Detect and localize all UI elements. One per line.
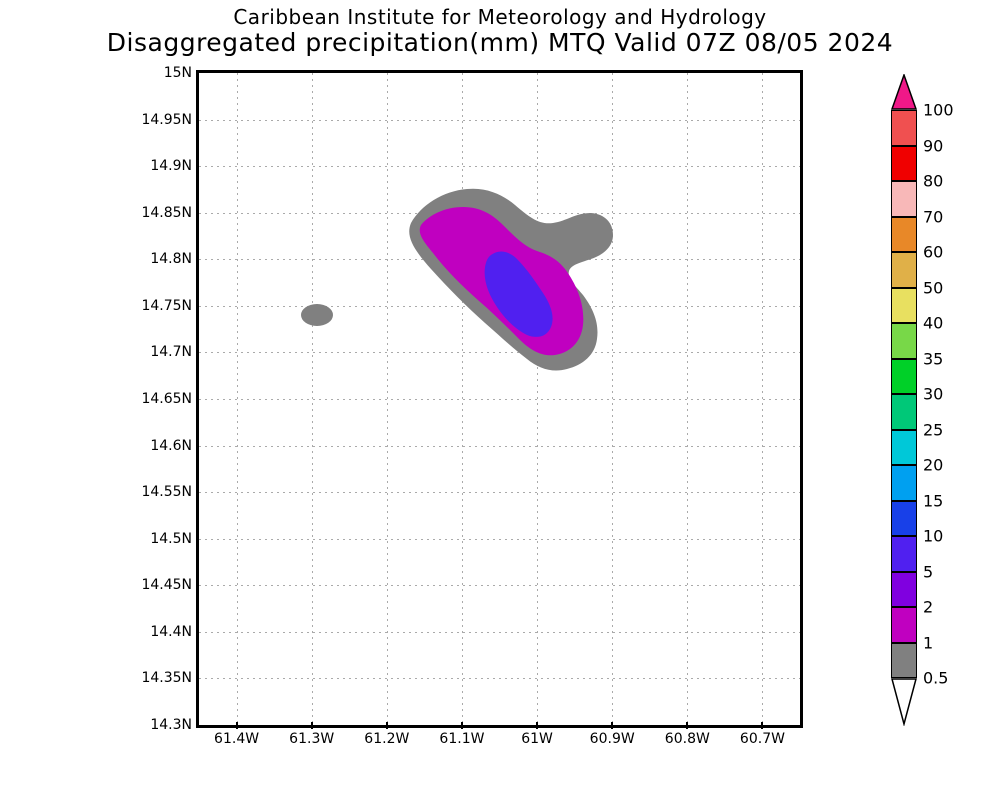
x-axis-tick-label: 61.4W bbox=[214, 731, 260, 747]
colorbar-band bbox=[891, 394, 917, 430]
y-axis-tick-label: 14.4N bbox=[150, 623, 192, 640]
gridline-vertical-61W bbox=[537, 73, 539, 725]
colorbar-tick-label: 1 bbox=[923, 633, 934, 652]
gridline-vertical-61.2W bbox=[386, 73, 388, 725]
y-axis-tick-label: 14.95N bbox=[141, 111, 192, 128]
y-axis-tick-label: 14.3N bbox=[150, 717, 192, 733]
gridline-vertical-61.4W bbox=[236, 73, 238, 725]
x-axis-tick-mark bbox=[310, 722, 313, 729]
y-axis-tick-label: 14.55N bbox=[141, 484, 192, 501]
colorbar-band bbox=[891, 110, 917, 146]
gridline-horizontal-14.55N bbox=[199, 492, 800, 494]
x-axis-tick-label: 61.2W bbox=[364, 731, 410, 747]
y-axis-tick-label: 14.65N bbox=[141, 391, 192, 407]
gridline-horizontal-14.9N bbox=[199, 166, 800, 168]
colorbar-over-arrow bbox=[891, 74, 917, 110]
precip-contour-0.5-1-secondary bbox=[301, 304, 333, 326]
colorbar-tick-label: 90 bbox=[923, 136, 944, 155]
colorbar-band bbox=[891, 642, 917, 678]
x-axis-tick-mark bbox=[761, 722, 764, 729]
x-axis-tickmarks bbox=[196, 722, 803, 730]
map-plot-area bbox=[196, 70, 803, 728]
colorbar-tick-label: 10 bbox=[923, 526, 944, 546]
colorbar-tick-label: 5 bbox=[923, 562, 934, 581]
x-axis-tick-label: 61.3W bbox=[289, 731, 335, 747]
colorbar-band bbox=[891, 145, 917, 181]
colorbar-band bbox=[891, 216, 917, 252]
colorbar-band bbox=[891, 358, 917, 394]
x-axis-tick-mark bbox=[536, 722, 539, 729]
gridline-vertical-61.1W bbox=[461, 73, 463, 725]
x-axis-tick-label: 60.8W bbox=[664, 731, 710, 747]
y-axis-tick-label: 15N bbox=[163, 65, 192, 81]
colorbar-under-arrow bbox=[891, 678, 917, 726]
colorbar-band bbox=[891, 429, 917, 465]
gridline-horizontal-14.5N bbox=[199, 538, 800, 540]
gridline-vertical-60.8W bbox=[687, 73, 689, 725]
colorbar-tick-label: 100 bbox=[923, 100, 954, 120]
colorbar-band bbox=[891, 181, 917, 217]
gridline-horizontal-14.35N bbox=[199, 678, 800, 680]
colorbar-tick-label: 0.5 bbox=[923, 668, 949, 688]
colorbar-tick-label: 60 bbox=[923, 242, 944, 262]
x-axis-tick-mark bbox=[235, 722, 238, 729]
x-axis-tick-label: 61.1W bbox=[439, 731, 485, 747]
x-axis-tick-mark bbox=[686, 722, 689, 729]
gridline-horizontal-14.7N bbox=[199, 352, 800, 354]
gridline-horizontal-14.95N bbox=[199, 119, 800, 121]
colorbar-tick-label: 70 bbox=[923, 207, 944, 226]
colorbar-band bbox=[891, 536, 917, 572]
colorbar-band bbox=[891, 571, 917, 607]
gridline-vertical-60.9W bbox=[612, 73, 614, 725]
colorbar-band bbox=[891, 607, 917, 643]
y-axis-tick-label: 14.5N bbox=[150, 530, 192, 547]
y-axis-tick-label: 14.8N bbox=[150, 251, 192, 268]
x-axis-tick-mark bbox=[611, 722, 614, 729]
y-axis-tick-label: 14.75N bbox=[141, 297, 192, 314]
y-axis-tick-label: 14.6N bbox=[150, 437, 192, 454]
gridline-horizontal-14.6N bbox=[199, 445, 800, 447]
y-axis-tick-label: 14.45N bbox=[141, 577, 192, 594]
page-title: Disaggregated precipitation(mm) MTQ Vali… bbox=[106, 28, 894, 57]
gridline-vertical-60.7W bbox=[762, 73, 764, 725]
colorbar-tick-label: 25 bbox=[923, 420, 944, 439]
gridline-horizontal-14.4N bbox=[199, 631, 800, 633]
map-canvas bbox=[199, 73, 800, 725]
colorbar-band bbox=[891, 500, 917, 536]
x-axis-tick-label: 60.9W bbox=[589, 731, 635, 747]
colorbar-tick-label: 30 bbox=[923, 384, 944, 404]
x-axis-tick-mark bbox=[385, 722, 388, 729]
colorbar-tick-label: 15 bbox=[923, 491, 944, 510]
y-axis-labels: 15N 14.95N 14.9N 14.85N 14.8N 14.75N 14.7N 14.6… bbox=[96, 65, 192, 733]
colorbar-band bbox=[891, 287, 917, 323]
y-axis-tick-label: 14.35N bbox=[141, 670, 192, 687]
x-axis-labels: 61.4W 61.3W 61.2W 61.1W 61W 60.9W 60.8W 60.7W bbox=[196, 731, 803, 755]
colorbar-tick-label: 2 bbox=[923, 597, 934, 617]
y-axis-tick-label: 14.9N bbox=[150, 158, 192, 175]
colorbar-tick-label: 40 bbox=[923, 313, 944, 333]
x-axis-tick-mark bbox=[460, 722, 463, 729]
gridline-horizontal-14.45N bbox=[199, 585, 800, 587]
y-axis-tick-label: 14.7N bbox=[150, 344, 192, 361]
gridline-horizontal-14.65N bbox=[199, 399, 800, 400]
colorbar-tick-label: 80 bbox=[923, 171, 944, 191]
gridline-vertical-61.3W bbox=[311, 73, 313, 725]
colorbar-tick-label: 50 bbox=[923, 278, 944, 297]
x-axis-tick-label: 60.7W bbox=[739, 731, 785, 747]
page-subtitle-institute: Caribbean Institute for Meteorology and … bbox=[233, 5, 767, 29]
precip-contour-2-5-main bbox=[484, 251, 553, 337]
colorbar-band bbox=[891, 465, 917, 501]
colorbar-tick-label: 35 bbox=[923, 349, 944, 368]
colorbar-band bbox=[891, 323, 917, 359]
x-axis-tick-label: 61W bbox=[521, 731, 553, 747]
colorbar: 100 90 80 70 60 50 40 35 30 25 20 15 10 5 2 1 0.5 bbox=[891, 101, 954, 688]
y-axis-tick-label: 14.85N bbox=[141, 204, 192, 221]
colorbar-band bbox=[891, 252, 917, 288]
precipitation-field bbox=[301, 188, 613, 371]
colorbar-tick-label: 20 bbox=[923, 455, 944, 475]
